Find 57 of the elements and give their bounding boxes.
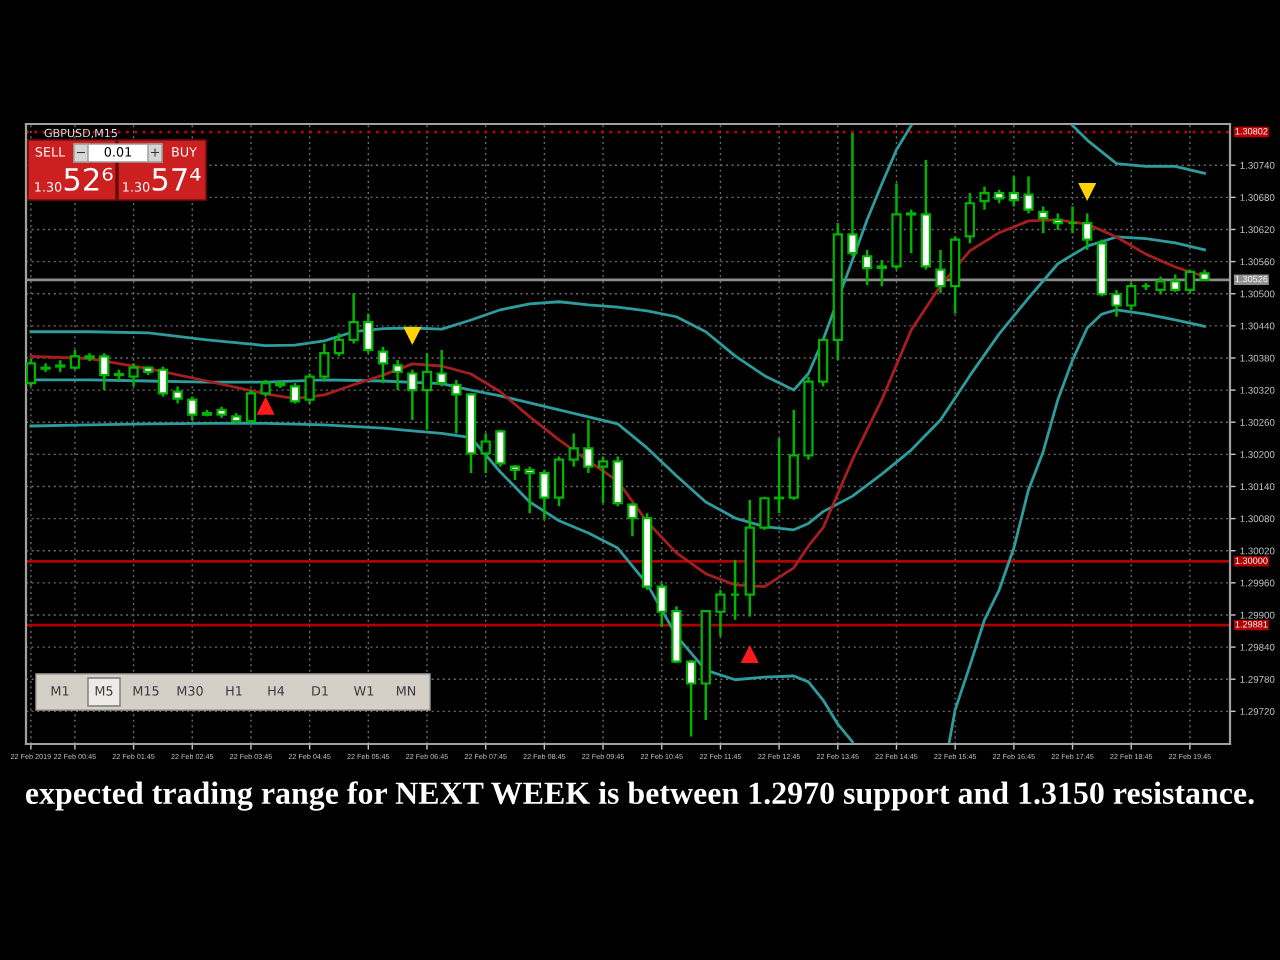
candlestick (715, 588, 726, 638)
candlestick (524, 465, 535, 515)
candlestick (847, 131, 858, 258)
candlestick (348, 291, 359, 345)
candlestick (597, 455, 609, 505)
candlestick (26, 357, 37, 388)
candlestick (979, 185, 990, 211)
candlestick (906, 208, 917, 255)
candlestick (950, 235, 961, 315)
candlestick (583, 418, 594, 475)
candlestick (245, 388, 257, 425)
point (403, 326, 422, 346)
candlestick (1111, 288, 1122, 318)
annotation: 52⁶ (64, 167, 113, 191)
candlestick (935, 248, 946, 295)
point (740, 645, 759, 664)
candlestick (612, 455, 623, 508)
candlestick (333, 332, 345, 358)
candlestick (187, 395, 198, 422)
candlestick (1023, 175, 1034, 215)
candlestick (495, 428, 506, 468)
candlestick (964, 191, 975, 245)
candlestick (1008, 175, 1019, 208)
candlestick (1126, 281, 1137, 312)
candlestick (568, 432, 579, 468)
candlestick (289, 381, 301, 405)
candlestick (817, 338, 829, 388)
annotation: 57⁴ (152, 168, 201, 191)
candlestick (553, 455, 565, 508)
candlestick (363, 312, 374, 355)
candlestick (788, 408, 799, 502)
candlestick (539, 468, 550, 521)
candlestick (407, 368, 418, 422)
candlestick (436, 348, 447, 388)
candlestick (99, 351, 110, 392)
candlestick (759, 495, 770, 532)
candlestick (1082, 212, 1093, 252)
candlestick (392, 358, 403, 392)
candlestick (377, 345, 389, 385)
candlestick (876, 258, 887, 288)
candlestick (861, 248, 873, 287)
point (256, 396, 275, 415)
candlestick (480, 432, 491, 475)
candlestick (627, 501, 638, 538)
candlestick (304, 372, 315, 405)
candlestick (451, 378, 462, 435)
text: expected trading range for NEXT WEEK is between 1.2970 support and 1.3150 resistance. (25, 781, 1254, 811)
candlestick (128, 362, 139, 388)
candlestick (656, 582, 667, 628)
candlestick (1184, 268, 1196, 295)
candlestick (685, 658, 697, 738)
candlestick (421, 351, 433, 431)
candlestick (1038, 205, 1049, 235)
candlestick (69, 348, 81, 371)
candlestick (319, 342, 330, 383)
candlestick (157, 365, 169, 398)
point (1078, 182, 1097, 202)
